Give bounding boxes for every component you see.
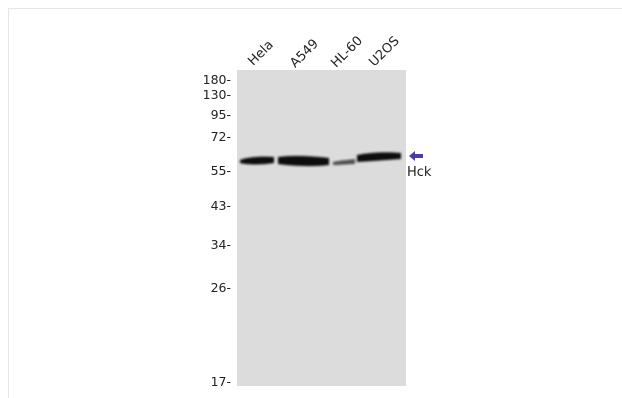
band-a549 <box>278 155 329 167</box>
marker-26: 26- <box>210 280 231 295</box>
marker-34: 34- <box>210 237 231 252</box>
marker-130: 130- <box>202 87 231 102</box>
band-hl60 <box>333 159 355 165</box>
band-u2os <box>357 152 401 162</box>
band-layer <box>240 152 401 167</box>
target-arrow-icon <box>409 151 423 161</box>
marker-180: 180- <box>202 72 231 87</box>
band-hela <box>240 156 274 165</box>
marker-72: 72- <box>210 129 231 144</box>
marker-95: 95- <box>210 107 231 122</box>
marker-43: 43- <box>210 198 231 213</box>
blot-membrane <box>237 70 406 386</box>
marker-17: 17- <box>210 374 231 389</box>
target-label: Hck <box>407 165 432 180</box>
marker-55: 55- <box>210 163 231 178</box>
